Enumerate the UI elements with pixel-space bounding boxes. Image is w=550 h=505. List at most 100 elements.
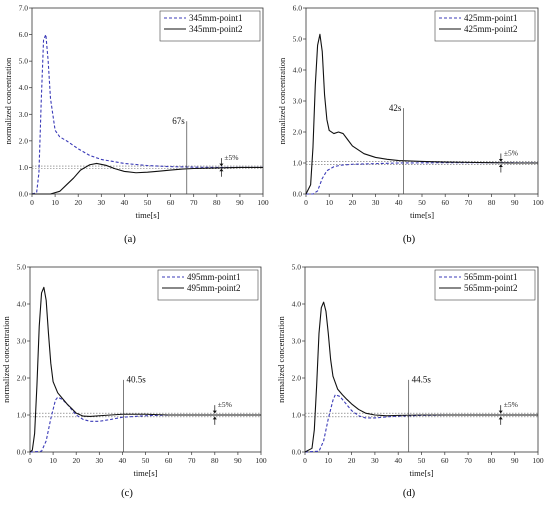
tolerance-label: ±5%	[218, 400, 232, 409]
x-tick-label: 20	[348, 456, 356, 465]
x-axis-label: time[s]	[410, 210, 434, 220]
x-tick-label: 40	[121, 198, 129, 207]
x-tick-label: 10	[49, 456, 57, 465]
x-tick-label: 90	[234, 456, 242, 465]
y-tick-label: 4.0	[293, 66, 303, 75]
settling-time-label: 42s	[389, 103, 402, 113]
x-tick-label: 0	[28, 456, 32, 465]
y-tick-label: 3.0	[293, 97, 303, 106]
x-tick-label: 100	[255, 456, 267, 465]
tolerance-label: ±5%	[504, 400, 518, 409]
arrowhead-icon	[212, 410, 217, 414]
y-tick-label: 2.0	[292, 374, 302, 383]
x-tick-label: 30	[98, 198, 106, 207]
x-tick-label: 100	[532, 198, 544, 207]
chart-panel-3: 0 10 20 30 40 50 60 70 80 90 100 0.0 1.0 2.0 3.0 4.0 5.0…	[1, 263, 267, 500]
y-tick-label: 1.0	[292, 411, 302, 420]
arrowhead-icon	[498, 158, 503, 162]
arrowhead-icon	[219, 163, 224, 167]
x-tick-label: 40	[119, 456, 127, 465]
y-axis-label: normalized concentration	[276, 315, 286, 402]
x-tick-label: 10	[325, 198, 333, 207]
y-tick-label: 1.0	[17, 411, 27, 420]
x-tick-label: 60	[441, 456, 449, 465]
y-axis-label: normalized concentration	[1, 315, 11, 402]
legend-entry: 345mm-point2	[189, 24, 243, 34]
x-tick-label: 70	[188, 456, 196, 465]
x-tick-label: 20	[72, 456, 80, 465]
series-line-2	[305, 33, 538, 195]
x-tick-label: 30	[372, 198, 380, 207]
x-tick-label: 50	[418, 456, 426, 465]
settling-time-label: 44.5s	[412, 375, 432, 385]
series-line-2	[32, 162, 263, 195]
y-tick-label: 5.0	[19, 57, 29, 66]
x-tick-label: 20	[349, 198, 357, 207]
series-line-2	[304, 301, 538, 453]
x-tick-label: 0	[303, 456, 307, 465]
y-tick-label: 7.0	[19, 4, 29, 13]
x-tick-label: 10	[51, 198, 59, 207]
y-tick-label: 3.0	[292, 337, 302, 346]
legend-entry: 565mm-point2	[464, 283, 518, 293]
y-tick-label: 2.0	[293, 128, 303, 137]
x-tick-label: 40	[394, 456, 402, 465]
x-tick-label: 70	[464, 456, 472, 465]
x-tick-label: 10	[325, 456, 333, 465]
x-tick-label: 60	[441, 198, 449, 207]
x-tick-label: 90	[236, 198, 244, 207]
arrowhead-icon	[498, 416, 503, 420]
legend-entry: 495mm-point2	[187, 283, 241, 293]
x-tick-label: 80	[213, 198, 221, 207]
x-tick-label: 70	[465, 198, 473, 207]
y-tick-label: 3.0	[17, 337, 27, 346]
x-tick-label: 80	[211, 456, 219, 465]
y-axis-label: normalized concentration	[3, 57, 13, 144]
x-tick-label: 70	[190, 198, 198, 207]
settling-time-label: 40.5s	[127, 375, 147, 385]
legend-entry: 345mm-point1	[189, 13, 243, 23]
x-tick-label: 60	[165, 456, 173, 465]
y-tick-label: 0.0	[292, 448, 302, 457]
y-tick-label: 6.0	[19, 30, 29, 39]
x-tick-label: 50	[144, 198, 152, 207]
y-tick-label: 0.0	[19, 190, 29, 199]
y-tick-label: 1.0	[293, 159, 303, 168]
y-tick-label: 5.0	[292, 263, 302, 272]
chart-panel-1: 0 10 20 30 40 50 60 70 80 90 100 0.0 1.0 2.0 3.0 4.0 5.0…	[3, 4, 269, 246]
tolerance-label: ±5%	[224, 153, 238, 162]
legend-box	[159, 10, 261, 42]
series-line-1	[31, 34, 263, 195]
y-tick-label: 0.0	[293, 190, 303, 199]
y-tick-label: 2.0	[19, 136, 29, 145]
x-tick-label: 0	[304, 198, 308, 207]
y-tick-label: 0.0	[17, 448, 27, 457]
x-tick-label: 0	[30, 198, 34, 207]
legend-box	[434, 269, 536, 301]
x-axis-label: time[s]	[409, 468, 433, 478]
x-tick-label: 50	[418, 198, 426, 207]
x-tick-label: 30	[371, 456, 379, 465]
tolerance-label: ±5%	[504, 148, 518, 157]
x-tick-label: 80	[488, 198, 496, 207]
x-tick-label: 60	[167, 198, 175, 207]
chart-panel-2: 0 10 20 30 40 50 60 70 80 90 100 0.0 1.0 2.0 3.0 4.0 5.0…	[277, 4, 544, 246]
y-tick-label: 5.0	[293, 35, 303, 44]
legend-entry: 425mm-point1	[464, 13, 518, 23]
y-tick-label: 1.0	[19, 163, 29, 172]
x-axis-label: time[s]	[133, 468, 157, 478]
arrowhead-icon	[212, 416, 217, 420]
panel-label: (c)	[121, 488, 133, 499]
y-tick-label: 4.0	[292, 300, 302, 309]
series-line-2	[29, 286, 261, 453]
x-tick-label: 90	[511, 456, 519, 465]
y-tick-label: 3.0	[19, 110, 29, 119]
y-tick-label: 6.0	[293, 4, 303, 13]
y-tick-label: 4.0	[17, 300, 27, 309]
chart-panel-4: 0 10 20 30 40 50 60 70 80 90 100 0.0 1.0 2.0 3.0 4.0 5.0…	[276, 263, 544, 500]
x-tick-label: 40	[395, 198, 403, 207]
legend-entry: 565mm-point1	[464, 272, 518, 282]
x-tick-label: 90	[511, 198, 519, 207]
x-tick-label: 100	[532, 456, 544, 465]
